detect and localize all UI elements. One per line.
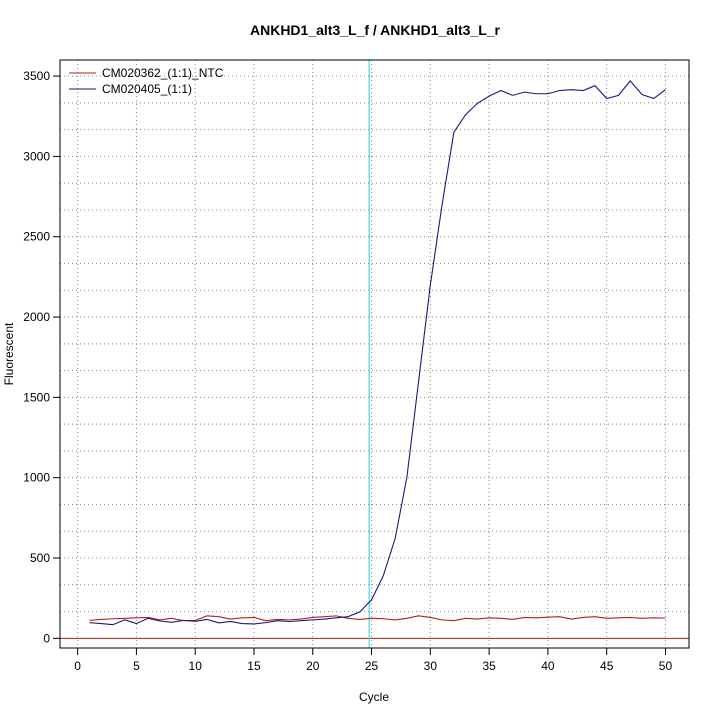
x-tick-label: 30 xyxy=(424,659,438,673)
y-tick-label: 0 xyxy=(43,631,50,645)
series-line-1 xyxy=(89,80,666,626)
y-tick-label: 1500 xyxy=(23,390,50,404)
x-tick-label: 0 xyxy=(74,659,81,673)
chart-title: ANKHD1_alt3_L_f / ANKHD1_alt3_L_r xyxy=(250,22,501,38)
x-tick-label: 35 xyxy=(482,659,496,673)
y-tick-label: 3500 xyxy=(23,69,50,83)
y-tick-label: 500 xyxy=(30,551,50,565)
legend-label-1: CM020405_(1:1) xyxy=(102,82,192,96)
series-line-0 xyxy=(89,615,666,622)
series-layer xyxy=(89,80,666,626)
plot-frame xyxy=(59,59,690,649)
x-tick-label: 10 xyxy=(189,659,203,673)
y-tick-label: 1000 xyxy=(23,471,50,485)
y-axis-label: Fluorescent xyxy=(2,322,16,385)
x-tick-label: 50 xyxy=(659,659,673,673)
x-tick-label: 15 xyxy=(247,659,261,673)
x-axis-label: Cycle xyxy=(359,690,389,704)
grid-layer xyxy=(60,60,689,648)
y-axis: 0 500 1000 1500 2000 2500 3000 3500 xyxy=(23,69,61,645)
x-tick-label: 40 xyxy=(541,659,555,673)
x-tick-label: 25 xyxy=(365,659,379,673)
legend-label-0: CM020362_(1:1)_NTC xyxy=(102,66,224,80)
x-tick-label: 5 xyxy=(133,659,140,673)
y-tick-label: 2500 xyxy=(23,230,50,244)
y-tick-label: 2000 xyxy=(23,310,50,324)
x-tick-label: 20 xyxy=(306,659,320,673)
y-tick-label: 3000 xyxy=(23,149,50,163)
x-axis: 0 5 10 15 20 25 30 35 40 45 50 xyxy=(74,647,673,673)
reference-lines xyxy=(60,60,689,648)
x-tick-label: 45 xyxy=(600,659,614,673)
legend: CM020362_(1:1)_NTC CM020405_(1:1) xyxy=(69,66,224,96)
